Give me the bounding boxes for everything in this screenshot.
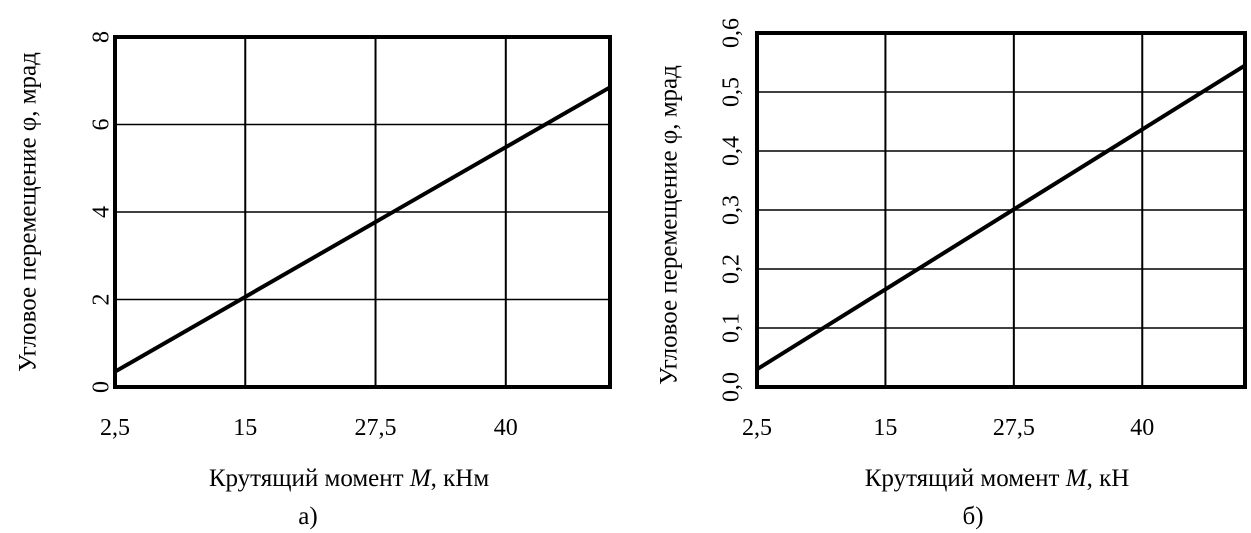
chart-b-series-line-0 [755,63,1247,371]
chart-b-x-tick-label: 2,5 [742,415,772,441]
chart-b-xlabel: Крутящий момент M, кН [865,465,1130,492]
chart-b-y-ticks: 0,0 0,1 0,2 0,3 0,4 0,5 0,6 [719,18,745,402]
chart-b-y-tick-label: 0,3 [719,195,745,225]
chart-a-ylabel: Угловое перемещение φ, мрад [15,52,42,372]
chart-a-x-ticks: 2,5 15 27,5 40 [100,415,518,441]
chart-a-y-tick-label: 6 [89,119,115,131]
chart-b-x-ticks: 2,5 15 27,5 40 [742,415,1154,441]
chart-a-xlabel: Крутящий момент M, кНм [209,465,490,492]
chart-b-x-tick-label: 40 [1130,415,1154,441]
chart-a-y-tick-label: 4 [89,206,115,218]
chart-b-series [755,63,1247,371]
chart-b-y-tick-label: 0,5 [719,77,745,107]
chart-b-y-tick-label: 0,0 [719,372,745,402]
chart-a-y-tick-label: 8 [89,31,115,43]
chart-b-x-tick-label: 27,5 [993,415,1035,441]
chart-b-y-tick-label: 0,1 [719,313,745,343]
chart-a-series-line-0 [114,85,611,374]
chart-panel-a: 2,5 15 27,5 40 0 2 4 6 8 Угловое перемещение φ,… [15,31,612,530]
chart-b-panel-label: б) [962,503,983,530]
chart-b-y-tick-label: 0,2 [719,254,745,284]
chart-b-frame [755,31,1247,389]
chart-a-y-tick-label: 0 [89,381,115,393]
chart-a-y-ticks: 0 2 4 6 8 [89,31,115,393]
chart-b-y-tick-label: 0,6 [719,18,745,48]
chart-a-x-tick-label: 27,5 [355,415,397,441]
chart-b-x-tick-label: 15 [873,415,897,441]
chart-b-ylabel: Угловое перемещение φ, мрад [656,65,683,385]
chart-b-grid [757,33,1245,387]
chart-a-panel-label: а) [298,503,317,530]
chart-a-x-tick-label: 40 [494,415,518,441]
chart-a-frame [113,35,612,389]
chart-b-y-tick-label: 0,4 [719,136,745,166]
chart-a-grid [115,37,610,387]
chart-panel-b: 2,5 15 27,5 40 0,0 0,1 0,2 0,3 0,4 0,5 0,6 Углово… [656,18,1247,530]
chart-a-x-tick-label: 2,5 [100,415,130,441]
chart-a-x-tick-label: 15 [233,415,257,441]
chart-a-series [114,85,611,374]
chart-a-y-tick-label: 2 [89,294,115,306]
